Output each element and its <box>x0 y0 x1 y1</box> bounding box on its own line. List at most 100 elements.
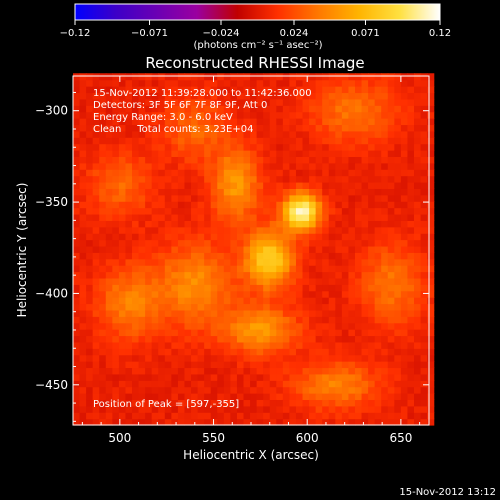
heatmap-cell <box>256 73 264 81</box>
heatmap-cell <box>164 207 172 215</box>
heatmap-cell <box>184 290 192 298</box>
heatmap-cell <box>204 118 212 126</box>
heatmap-cell <box>427 277 435 285</box>
heatmap-cell <box>204 201 212 209</box>
heatmap-cell <box>420 373 428 381</box>
heatmap-cell <box>256 341 264 349</box>
heatmap-cell <box>387 348 395 356</box>
heatmap-cell <box>341 265 350 273</box>
heatmap-cell <box>230 220 238 228</box>
heatmap-cell <box>328 361 336 369</box>
heatmap-cell <box>368 194 376 202</box>
heatmap-cell <box>132 118 140 126</box>
heatmap-cell <box>125 290 133 298</box>
heatmap-cell <box>368 150 376 157</box>
heatmap-cell <box>112 92 120 100</box>
heatmap-cell <box>105 393 113 401</box>
heatmap-cell <box>230 188 238 196</box>
heatmap-cell <box>92 258 100 266</box>
heatmap-cell <box>374 188 382 196</box>
heatmap-cell <box>236 105 245 113</box>
heatmap-cell <box>164 150 172 157</box>
heatmap-cell <box>210 150 218 157</box>
heatmap-cell <box>132 258 140 266</box>
heatmap-cell <box>315 412 323 420</box>
heatmap-cell <box>151 405 159 413</box>
heatmap-cell <box>420 162 428 170</box>
heatmap-cell <box>171 188 179 196</box>
heatmap-cell <box>368 92 376 100</box>
heatmap-cell <box>138 393 146 401</box>
heatmap-cell <box>79 220 87 228</box>
heatmap-cell <box>138 213 146 221</box>
heatmap-cell <box>145 348 153 356</box>
heatmap-cell <box>217 252 225 260</box>
heatmap-cell <box>263 316 271 324</box>
heatmap-cell <box>243 156 251 164</box>
heatmap-cell <box>282 175 291 183</box>
heatmap-cell <box>407 341 415 349</box>
heatmap-cell <box>368 201 376 209</box>
heatmap-cell <box>210 233 218 241</box>
heatmap-cell <box>256 79 264 87</box>
heatmap-cell <box>387 297 395 305</box>
heatmap-cell <box>171 290 179 298</box>
heatmap-cell <box>348 207 356 215</box>
heatmap-cell <box>368 297 376 305</box>
heatmap-cell <box>158 258 166 266</box>
heatmap-cell <box>236 201 245 209</box>
heatmap-cell <box>151 111 159 119</box>
heatmap-cell <box>112 258 120 266</box>
heatmap-cell <box>374 175 382 183</box>
heatmap-cell <box>223 118 231 126</box>
heatmap-cell <box>348 405 356 413</box>
heatmap-cell <box>223 335 231 343</box>
heatmap-cell <box>125 118 133 126</box>
heatmap-cell <box>341 316 350 324</box>
heatmap-cell <box>315 297 323 305</box>
heatmap-cell <box>282 361 291 369</box>
heatmap-cell <box>112 105 120 113</box>
heatmap-cell <box>361 239 369 247</box>
heatmap-cell <box>236 156 245 164</box>
heatmap-cell <box>368 86 376 94</box>
heatmap-cell <box>427 73 435 81</box>
heatmap-cell <box>204 399 212 407</box>
heatmap-cell <box>125 207 133 215</box>
heatmap-cell <box>197 201 205 209</box>
heatmap-cell <box>112 373 120 381</box>
heatmap-cell <box>164 105 172 113</box>
heatmap-cell <box>177 284 186 292</box>
heatmap-cell <box>217 169 225 177</box>
heatmap-cell <box>210 361 218 369</box>
heatmap-cell <box>420 86 428 94</box>
heatmap-cell <box>171 130 179 138</box>
heatmap-cell <box>184 79 192 87</box>
heatmap-cell <box>328 98 336 106</box>
heatmap-cell <box>394 239 402 247</box>
heatmap-cell <box>164 290 172 298</box>
heatmap-cell <box>322 265 330 273</box>
heatmap-cell <box>263 284 271 292</box>
heatmap-cell <box>427 175 435 183</box>
heatmap-cell <box>217 335 225 343</box>
heatmap-cell <box>223 361 231 369</box>
heatmap-cell <box>230 124 238 132</box>
heatmap-cell <box>361 130 369 138</box>
heatmap-cell <box>86 188 94 196</box>
heatmap-cell <box>407 265 415 273</box>
heatmap-cell <box>243 150 251 157</box>
heatmap-cell <box>381 405 389 413</box>
heatmap-cell <box>177 393 186 401</box>
heatmap-cell <box>328 245 336 253</box>
heatmap-cell <box>132 73 140 81</box>
heatmap-cell <box>73 137 81 145</box>
heatmap-cell <box>368 111 376 119</box>
heatmap-cell <box>217 188 225 196</box>
heatmap-cell <box>302 373 310 381</box>
heatmap-cell <box>328 73 336 81</box>
heatmap-cell <box>309 124 317 132</box>
heatmap-cell <box>256 175 264 183</box>
heatmap-cell <box>73 98 81 106</box>
heatmap-cell <box>105 175 113 183</box>
